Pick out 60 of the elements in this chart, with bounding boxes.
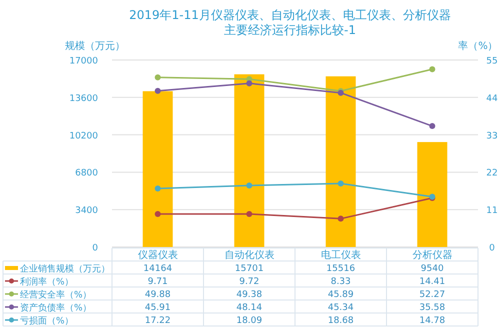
y-tick-label: 13600 [69,94,98,104]
x-tick-label: 电工仪表 [320,249,361,261]
legend-label: 资产负债率（%） [20,302,92,314]
y-axis-title: 规模（万元） [65,40,125,52]
data-label: 9540 [420,264,444,274]
y2-tick-label: 33 [486,131,498,142]
data-label: 48.14 [236,303,262,313]
point [429,66,436,72]
data-label: 49.38 [236,290,262,300]
point [246,80,252,86]
point [338,180,344,186]
point [154,185,161,192]
point [154,74,161,80]
data-label: 52.27 [419,290,446,300]
bar [234,74,264,247]
data-label: 14.78 [419,316,446,326]
data-label: 9.71 [148,277,168,287]
legend-label: 经营安全率（%） [20,290,92,300]
y2-tick-label: 0 [489,244,496,254]
y-tick-label: 0 [92,244,98,254]
x-tick-label: 自动化仪表 [224,249,274,261]
data-label: 35.58 [419,303,446,313]
y-tick-label: 6800 [75,168,98,179]
data-label: 14.41 [419,277,446,287]
data-label: 45.91 [144,303,171,313]
y2-tick-label: 11 [486,206,498,216]
bar [417,142,448,247]
chart-subtitle: 主要经济运行指标比较-1 [224,23,356,37]
data-label: 14164 [143,264,172,274]
bar [142,91,173,247]
point [154,88,161,94]
y-tick-label: 10200 [69,131,98,142]
data-label: 18.68 [328,316,354,326]
y2-tick-label: 55 [486,56,498,66]
data-label: 18.09 [236,316,262,326]
data-label: 15516 [326,264,356,274]
x-tick-label: 分析仪器 [412,249,452,261]
data-label: 9.72 [239,277,260,287]
y2-tick-label: 22 [486,168,498,179]
chart-title: 2019年1-11月仪器仪表、自动化仪表、电工仪表、分析仪器 [129,8,451,22]
y2-tick-label: 44 [486,94,498,104]
point [246,210,252,217]
legend-label: 企业销售规模（万元） [20,264,110,274]
y-tick-label: 17000 [69,56,98,66]
point [246,182,252,188]
data-label: 45.34 [328,303,354,313]
data-label: 15701 [234,264,264,274]
bar [326,76,356,247]
y2-axis-title: 率（%） [458,40,498,52]
y-tick-label: 3400 [75,206,98,216]
x-tick-label: 仪器仪表 [138,249,178,261]
point [338,216,344,222]
point [429,123,436,130]
data-label: 45.89 [328,290,354,300]
data-label: 17.22 [144,316,171,326]
legend-label: 亏损面（%） [20,316,74,326]
data-label: 49.88 [144,290,171,300]
point [154,210,161,217]
legend-label: 利润率（%） [20,276,74,288]
data-label: 8.33 [330,277,351,287]
